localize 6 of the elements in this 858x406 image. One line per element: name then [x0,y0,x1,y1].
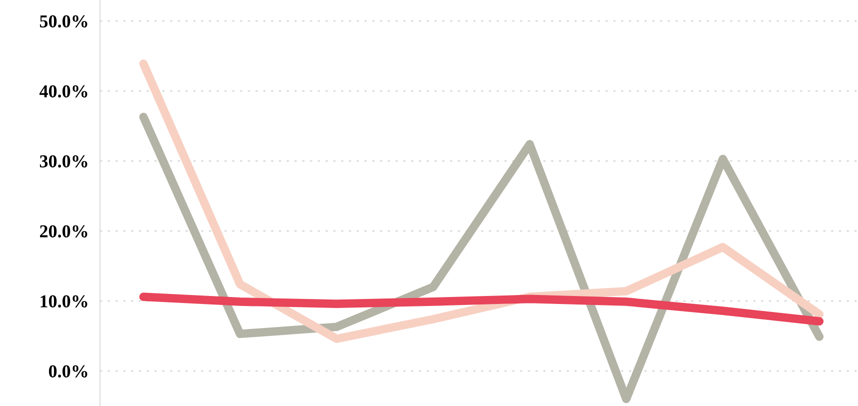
y-tick-label: 20.0% [40,225,88,238]
y-tick-label: 0.0% [48,365,88,378]
y-tick-label: 30.0% [40,155,88,168]
y-tick-label: 50.0% [40,15,88,28]
y-tick-label: 40.0% [39,85,88,98]
y-tick-label: 10.0% [40,295,88,308]
